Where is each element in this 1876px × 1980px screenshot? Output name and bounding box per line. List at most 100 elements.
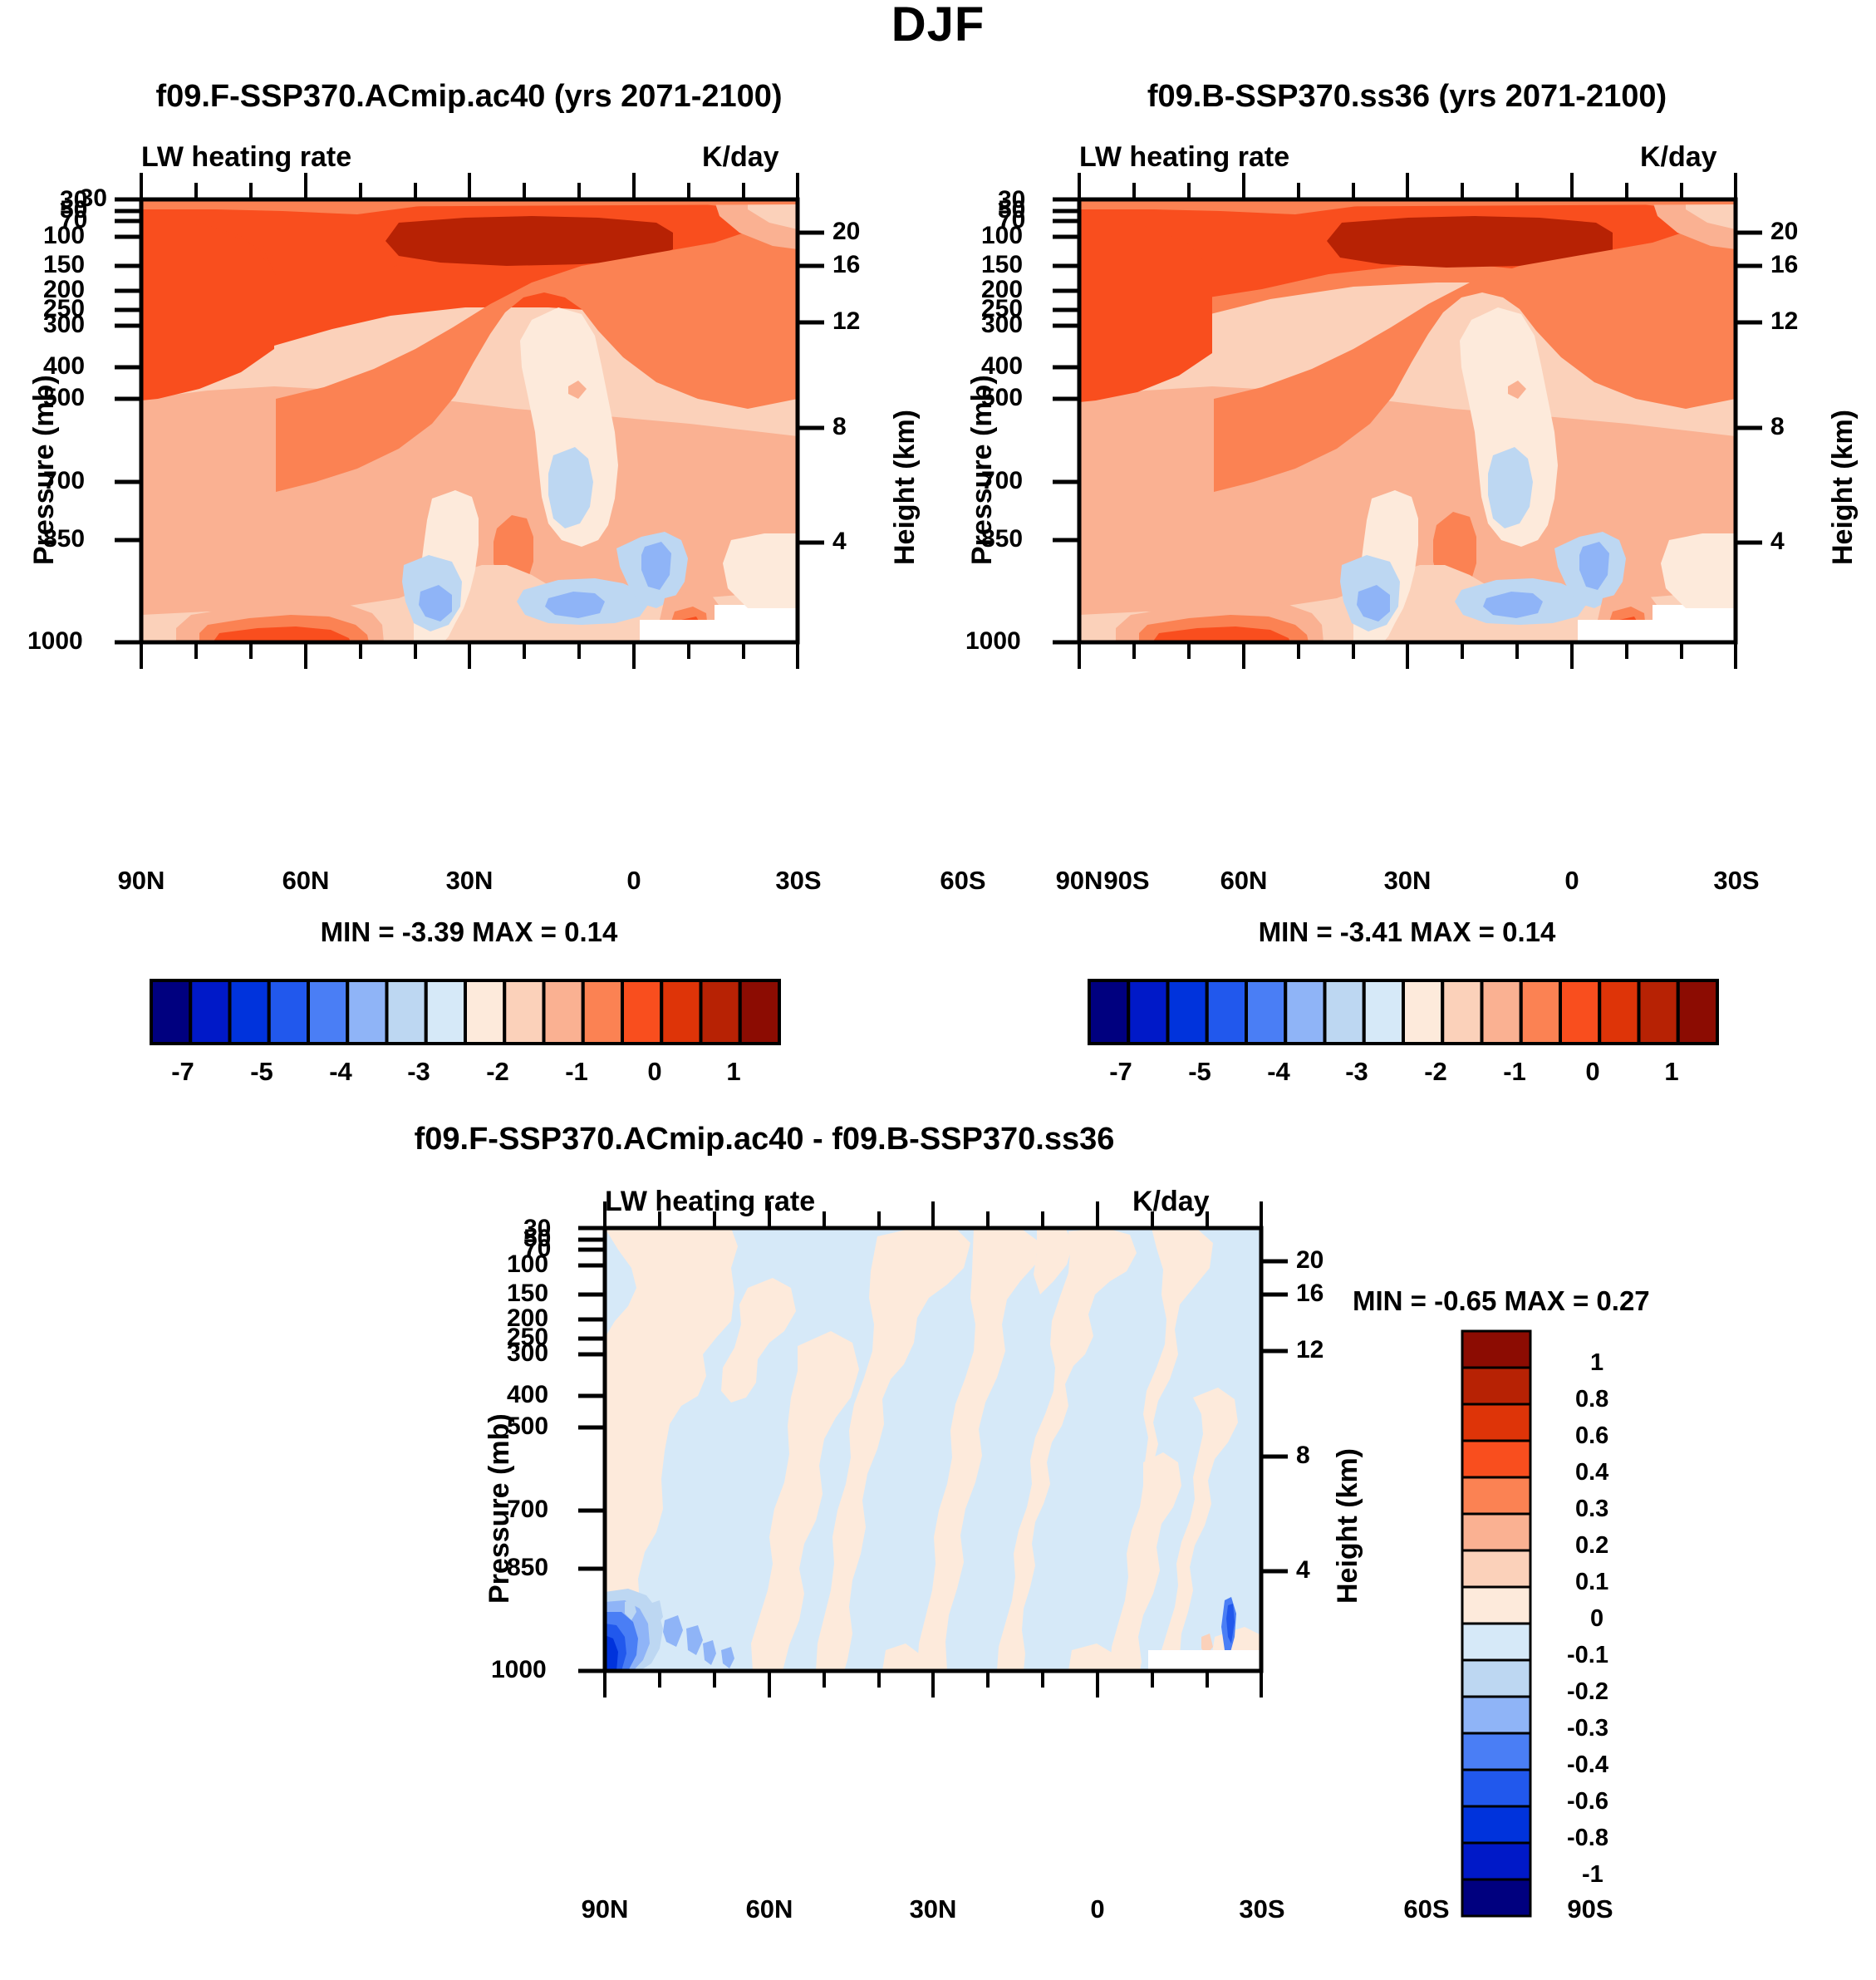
colorbar-cell [150, 979, 193, 1045]
cbv-label-6: 0.1 [1575, 1569, 1609, 1595]
pressure-tick-700-d: 700 [507, 1496, 549, 1523]
pressure-tick-150: 150 [43, 251, 86, 278]
pressure-tick-30: 30 [79, 184, 107, 212]
cb-label-5: -1 [565, 1057, 588, 1086]
panel-top-right-plot [1053, 173, 1762, 669]
pressure-tick-150-d: 150 [507, 1280, 549, 1307]
colorbar-cell-vertical [1461, 1549, 1532, 1589]
pressure-tick-250-d: 250 [507, 1324, 549, 1351]
colorbar-cell [267, 979, 310, 1045]
colorbar-cell [699, 979, 742, 1045]
colorbar-cell [1402, 979, 1445, 1045]
cb-label-2: -4 [329, 1057, 352, 1086]
colorbar-cell [424, 979, 467, 1045]
colorbar-cell-vertical [1461, 1366, 1532, 1406]
colorbar-cell-vertical [1461, 1329, 1532, 1369]
cbv-label-8: -0.1 [1567, 1642, 1608, 1668]
colorbar-cell [385, 979, 428, 1045]
colorbar-cell [503, 979, 546, 1045]
height-tick-4-d: 4 [1296, 1556, 1310, 1584]
cbv-label-5: 0.2 [1575, 1532, 1609, 1559]
panel-bottom-diff: f09.F-SSP370.ACmip.ac40 - f09.B-SSP370.s… [0, 1088, 1876, 1980]
pressure-tick-30-d: 30 [523, 1215, 552, 1242]
colorbar-cell [189, 979, 232, 1045]
lat-tick-30N: 30N [445, 866, 494, 895]
pressure-tick-100-r: 100 [981, 222, 1024, 249]
colorbar-cell [228, 979, 271, 1045]
height-tick-16-d: 16 [1296, 1280, 1324, 1307]
height-tick-4: 4 [832, 528, 847, 555]
height-tick-20-d: 20 [1296, 1246, 1324, 1274]
colorbar-cell [1362, 979, 1405, 1045]
height-tick-12-d: 12 [1296, 1336, 1324, 1363]
figure-title: DJF [891, 0, 985, 52]
colorbar-cell [307, 979, 350, 1045]
lat-tick-60S-r: 60S [1859, 866, 1876, 896]
pressure-tick-850-r: 850 [981, 525, 1024, 553]
panel-bottom-title: f09.F-SSP370.ACmip.ac40 - f09.B-SSP370.s… [414, 1122, 1115, 1157]
panel-bottom-header-variable: LW heating rate [605, 1186, 816, 1217]
pressure-tick-250: 250 [43, 295, 86, 322]
lat-tick-60N-d: 60N [745, 1894, 793, 1923]
colorbar-cell-vertical [1461, 1403, 1532, 1442]
height-tick-16: 16 [832, 251, 861, 278]
panel-top-left-colorbar [150, 979, 781, 1045]
lat-tick-30N-r: 30N [1383, 866, 1432, 895]
colorbar-cell [1559, 979, 1602, 1045]
pressure-tick-100: 100 [43, 222, 86, 249]
cb-label-2-r: -4 [1267, 1057, 1290, 1086]
pressure-tick-1000-r: 1000 [965, 627, 1021, 655]
pressure-tick-1000: 1000 [27, 627, 83, 655]
pressure-tick-200: 200 [43, 276, 86, 303]
colorbar-cell [1637, 979, 1680, 1045]
colorbar-cell [581, 979, 624, 1045]
pressure-tick-200-r: 200 [981, 276, 1024, 303]
colorbar-cell-vertical [1461, 1695, 1532, 1735]
cbv-label-10: -0.3 [1567, 1715, 1608, 1742]
colorbar-cell-vertical [1461, 1732, 1532, 1771]
cb-label-4: -2 [486, 1057, 509, 1086]
lat-tick-60S: 60S [940, 866, 986, 895]
colorbar-cell [1480, 979, 1523, 1045]
pressure-tick-700-r: 700 [981, 467, 1024, 494]
colorbar-cell [621, 979, 664, 1045]
colorbar-cell [1245, 979, 1288, 1045]
lat-tick-90N: 90N [117, 866, 165, 895]
lat-tick-0-d: 0 [1090, 1894, 1105, 1923]
pressure-tick-400: 400 [43, 352, 86, 380]
height-tick-20: 20 [832, 218, 861, 245]
panel-top-left: f09.F-SSP370.ACmip.ac40 (yrs 2071-2100) … [0, 0, 1150, 1088]
colorbar-cell-vertical [1461, 1476, 1532, 1516]
cbv-label-1: 0.8 [1575, 1386, 1609, 1413]
cb-label-3: -3 [407, 1057, 430, 1086]
cb-label-7: 1 [726, 1057, 741, 1086]
pressure-tick-850-d: 850 [507, 1554, 549, 1581]
height-tick-8-r: 8 [1770, 413, 1785, 440]
panel-bottom-minmax: MIN = -0.65 MAX = 0.27 [1353, 1285, 1650, 1316]
panel-top-right-title: f09.B-SSP370.ss36 (yrs 2071-2100) [1147, 79, 1667, 114]
height-tick-16-r: 16 [1770, 251, 1799, 278]
pressure-tick-200-d: 200 [507, 1304, 549, 1332]
colorbar-cell [1441, 979, 1484, 1045]
panel-bottom-colorbar [1461, 1329, 1532, 1918]
panel-top-right: f09.B-SSP370.ss36 (yrs 2071-2100) LW hea… [938, 0, 1876, 1088]
pressure-tick-850: 850 [43, 525, 86, 553]
colorbar-cell-vertical [1461, 1439, 1532, 1479]
lat-tick-30N-d: 30N [909, 1894, 957, 1923]
colorbar-cell-vertical [1461, 1805, 1532, 1845]
colorbar-cell [1519, 979, 1562, 1045]
lat-tick-0: 0 [626, 866, 641, 895]
pressure-tick-300: 300 [43, 311, 86, 338]
panel-top-left-header-variable: LW heating rate [141, 141, 352, 173]
panel-top-left-plot [115, 173, 824, 669]
height-tick-12-r: 12 [1770, 307, 1799, 335]
cbv-label-13: -0.8 [1567, 1825, 1608, 1851]
pressure-tick-700: 700 [43, 467, 86, 494]
height-tick-4-r: 4 [1770, 528, 1785, 555]
colorbar-cell [660, 979, 703, 1045]
cb-label-0: -7 [171, 1057, 194, 1086]
lat-tick-30S-r: 30S [1713, 866, 1760, 895]
cbv-label-12: -0.6 [1567, 1788, 1608, 1815]
panel-top-left-title: f09.F-SSP370.ACmip.ac40 (yrs 2071-2100) [155, 79, 783, 114]
lat-tick-0-r: 0 [1564, 866, 1579, 895]
